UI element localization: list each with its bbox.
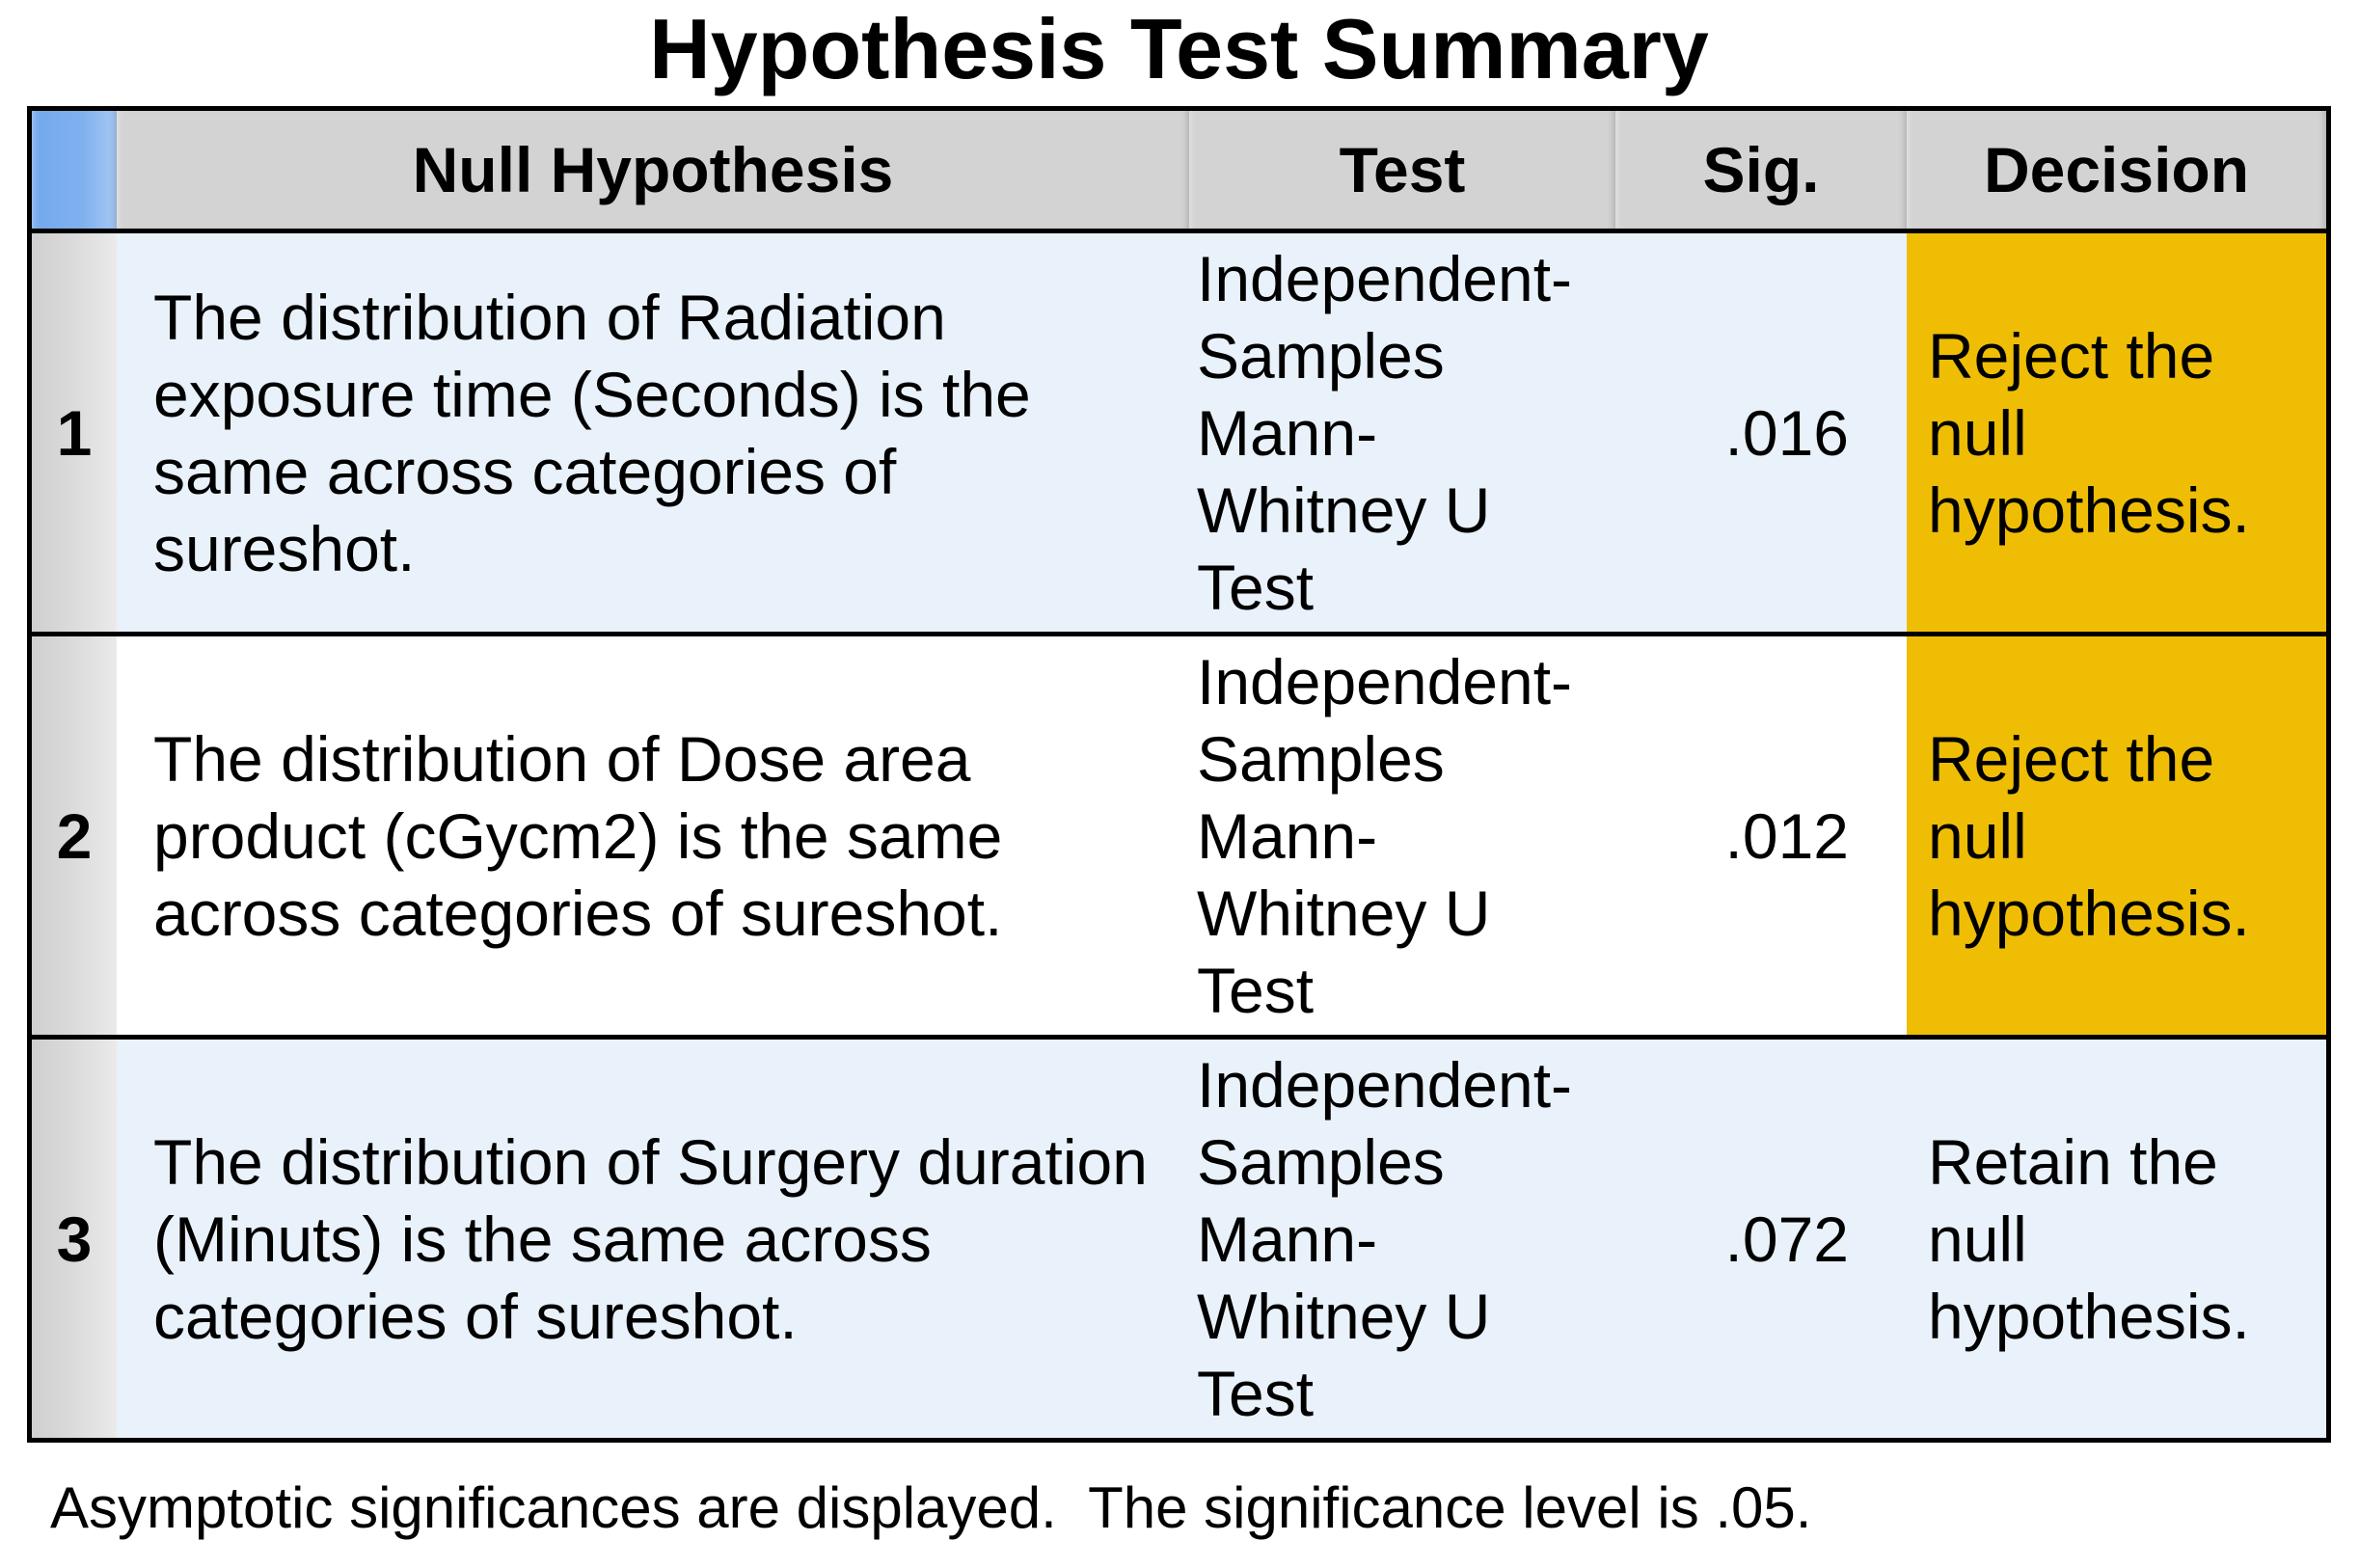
decision-text: Retain the null hypothesis. — [1928, 1125, 2250, 1352]
test-name-text: Independent-Samples Mann-Whitney U Test — [1197, 645, 1573, 1026]
table-footnote: Asymptotic significances are displayed. … — [50, 1475, 1812, 1540]
row-number-cell: 2 — [32, 636, 117, 1035]
decision-cell: Reject the null hypothesis. — [1907, 233, 2326, 632]
column-header-test: Test — [1189, 111, 1615, 229]
column-header-decision: Decision — [1907, 111, 2326, 229]
decision-cell: Reject the null hypothesis. — [1907, 636, 2326, 1035]
table-row: 3 The distribution of Surgery duration (… — [32, 1035, 2326, 1438]
test-cell: Independent-Samples Mann-Whitney U Test — [1189, 636, 1615, 1035]
table-header-row: Null Hypothesis Test Sig. Decision — [32, 111, 2326, 229]
decision-text: Reject the null hypothesis. — [1928, 722, 2250, 949]
null-hypothesis-cell: The distribution of Radiation exposure t… — [117, 233, 1189, 632]
test-name-text: Independent-Samples Mann-Whitney U Test — [1197, 242, 1573, 623]
page-title: Hypothesis Test Summary — [649, 1, 1709, 96]
test-cell: Independent-Samples Mann-Whitney U Test — [1189, 233, 1615, 632]
null-hypothesis-text: The distribution of Radiation exposure t… — [153, 281, 1031, 584]
sig-cell: .072 — [1724, 1203, 1849, 1275]
test-name-text: Independent-Samples Mann-Whitney U Test — [1197, 1048, 1573, 1429]
table-row: 1 The distribution of Radiation exposure… — [32, 229, 2326, 632]
null-hypothesis-cell: The distribution of Dose area product (c… — [117, 636, 1189, 1035]
corner-cell — [32, 111, 117, 229]
column-header-sig: Sig. — [1615, 111, 1907, 229]
test-cell: Independent-Samples Mann-Whitney U Test — [1189, 1040, 1615, 1438]
decision-cell: Retain the null hypothesis. — [1907, 1040, 2326, 1438]
hypothesis-test-summary-table: Null Hypothesis Test Sig. Decision 1 The… — [27, 106, 2331, 1443]
null-hypothesis-text: The distribution of Surgery duration (Mi… — [153, 1125, 1148, 1352]
null-hypothesis-text: The distribution of Dose area product (c… — [153, 722, 1003, 949]
column-header-null-hypothesis: Null Hypothesis — [117, 111, 1189, 229]
decision-text: Reject the null hypothesis. — [1928, 319, 2250, 546]
sig-cell: .012 — [1724, 799, 1849, 872]
row-number-cell: 1 — [32, 233, 117, 632]
table-row: 2 The distribution of Dose area product … — [32, 632, 2326, 1035]
row-number-cell: 3 — [32, 1040, 117, 1438]
null-hypothesis-cell: The distribution of Surgery duration (Mi… — [117, 1040, 1189, 1438]
sig-cell: .016 — [1724, 396, 1849, 469]
